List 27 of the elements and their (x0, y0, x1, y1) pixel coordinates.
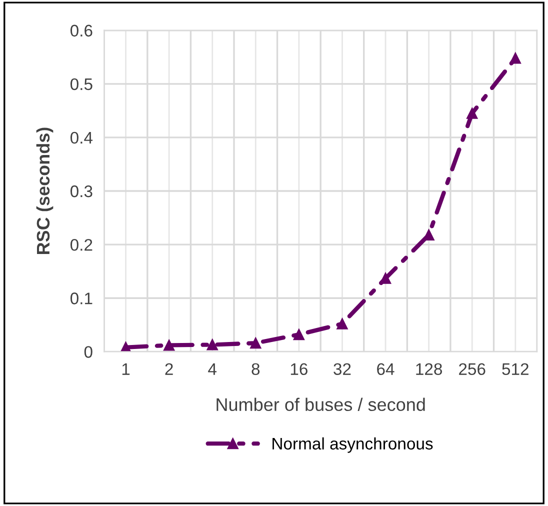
y-axis-title: RSC (seconds) (36, 128, 54, 254)
x-tick-label: 8 (252, 363, 260, 376)
point (510, 52, 521, 64)
x-tick-label: 256 (459, 363, 486, 376)
y-tick-label: 0.2 (70, 238, 92, 251)
legend-label: Normal asynchronous (272, 437, 433, 453)
point (466, 108, 478, 119)
x-tick-label: 128 (416, 363, 442, 376)
x-tick-label: 512 (502, 363, 528, 376)
x-tick-label: 2 (165, 363, 173, 375)
y-tick-label: 0.5 (70, 78, 92, 90)
x-tick-label: 32 (334, 363, 351, 376)
point (206, 339, 218, 350)
x-tick-label: 4 (208, 363, 216, 375)
point (164, 340, 175, 351)
point (293, 328, 304, 340)
y-tick-label: 0 (84, 346, 92, 358)
y-tick-label: 0.3 (70, 185, 92, 198)
y-tick-label: 0.4 (70, 132, 93, 144)
point (336, 318, 348, 330)
point (250, 338, 262, 349)
x-axis-title: Number of buses / second (216, 398, 425, 412)
x-tick-label: 1 (122, 363, 130, 375)
y-tick-label: 0.6 (70, 24, 92, 37)
y-tick-label: 0.1 (70, 292, 92, 304)
x-tick-label: 64 (377, 363, 394, 376)
x-tick-label: 16 (290, 363, 308, 376)
